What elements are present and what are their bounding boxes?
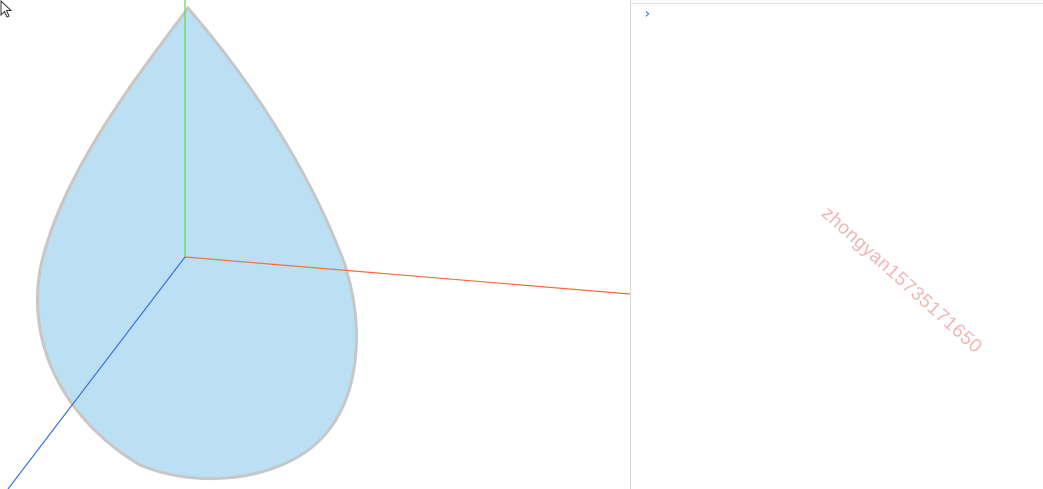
cursor-arrow-icon	[0, 0, 12, 18]
devtools-toolbar-edge	[631, 0, 1043, 4]
scene-svg	[7, 0, 630, 489]
z-axis-line	[7, 256, 186, 489]
3d-viewport-canvas[interactable]	[0, 0, 630, 489]
devtools-console-panel[interactable]: ›	[630, 0, 1043, 489]
chevron-right-icon[interactable]: ›	[643, 6, 652, 22]
teardrop-shape	[36, 5, 358, 481]
x-axis-line	[184, 256, 630, 295]
